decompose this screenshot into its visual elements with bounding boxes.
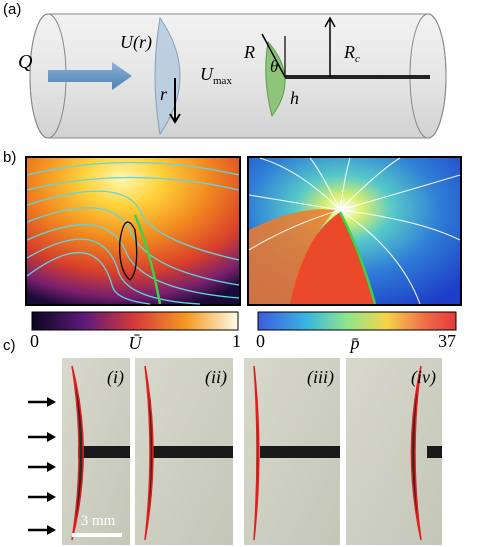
rod [78, 446, 130, 458]
panel-label: (a) [3, 1, 21, 18]
colorbar-max: 37 [438, 331, 456, 351]
subscript: c [355, 53, 360, 65]
max-velocity-label: Umax [200, 64, 232, 87]
frame-label: (ii) [205, 367, 227, 388]
colorbar [257, 311, 457, 331]
colorbar-max: 1 [232, 331, 241, 351]
rod [260, 446, 340, 458]
arrow-head [47, 525, 56, 535]
profile-label: U(r) [120, 32, 152, 53]
membrane [265, 40, 286, 118]
arrow-head [324, 16, 336, 28]
cap-radius-arrow [261, 33, 286, 78]
membrane [133, 214, 162, 305]
symbol: R [343, 42, 355, 62]
colorbar-label: p̄ [349, 333, 360, 353]
radius-label: r [160, 84, 168, 104]
subscript: max [213, 75, 232, 87]
rod [427, 446, 442, 458]
thickness-label: h [290, 88, 299, 108]
symbol: U [200, 64, 214, 84]
colorbar [31, 311, 239, 331]
colorbar-label: Ū [129, 333, 143, 353]
velocity-field [25, 156, 241, 306]
flow-label: Q [18, 51, 33, 73]
flow-arrow [48, 62, 132, 90]
colorbar-min: 0 [256, 331, 265, 351]
cap-radius-label: R [243, 42, 255, 62]
panel-b: b) 0 Ū 1 0 p̄ 37 [3, 149, 462, 353]
membrane [144, 365, 154, 541]
arrow-head [47, 492, 56, 502]
panel-a: (a) Q U(r) Umax r R θ h Rc [3, 1, 447, 139]
tube-radius-label: Rc [343, 42, 360, 65]
photo [346, 358, 442, 545]
colorbar-min: 0 [30, 331, 39, 351]
arrow-head [169, 113, 181, 124]
membrane [253, 365, 260, 541]
angle-label: θ [270, 57, 278, 76]
scale-label: 3 mm [81, 513, 116, 529]
frame-label: (iv) [411, 367, 436, 388]
high-pressure [290, 212, 375, 304]
membrane [338, 211, 377, 305]
arrow-head [47, 397, 56, 407]
membrane [71, 365, 84, 541]
mid-pressure [249, 209, 335, 304]
velocity-profile [154, 16, 181, 136]
frame-label: (iii) [307, 367, 334, 388]
isobars [248, 157, 461, 305]
panel-label: b) [3, 149, 16, 166]
arrow-head [47, 432, 56, 442]
frame-label: (i) [107, 367, 124, 388]
arrow-head [47, 462, 56, 472]
streamlines [26, 161, 240, 305]
rod [151, 446, 233, 458]
panel-c: c) (i) (ii) (iii) (iv) 3 mm [3, 337, 442, 545]
membrane [410, 365, 422, 541]
panel-label: c) [3, 337, 16, 354]
